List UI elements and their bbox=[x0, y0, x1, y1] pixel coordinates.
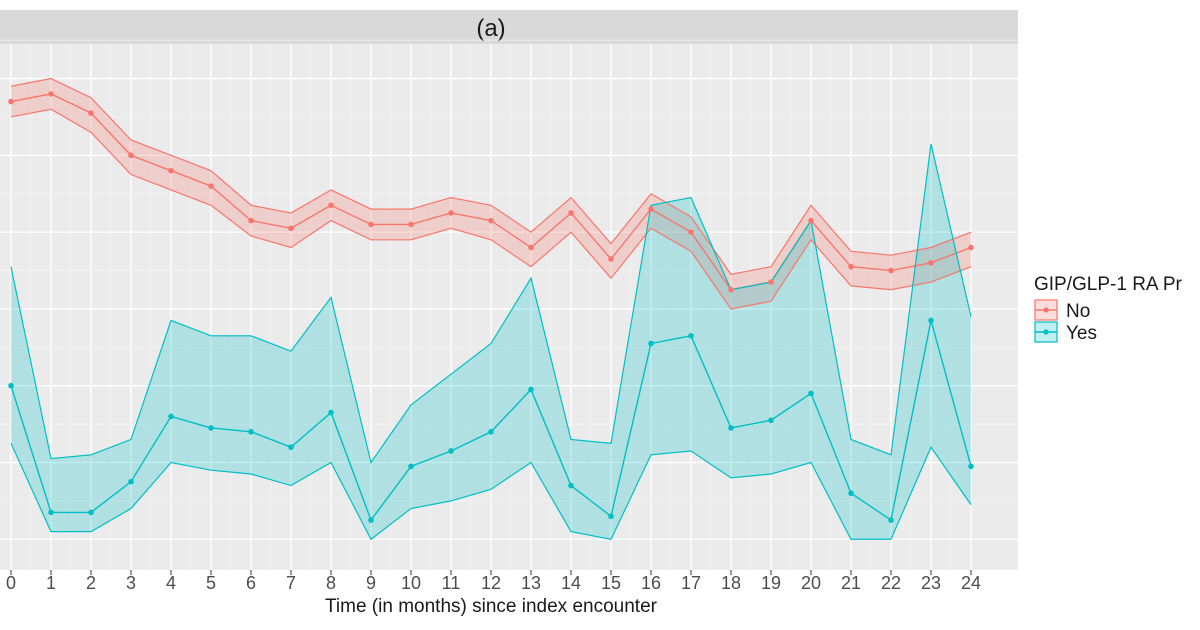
data-point-yes bbox=[728, 425, 734, 431]
x-tick-label: 19 bbox=[761, 573, 781, 593]
data-point-no bbox=[328, 202, 334, 209]
x-tick-label: 12 bbox=[481, 573, 501, 593]
data-point-yes bbox=[648, 340, 654, 347]
x-tick-label: 7 bbox=[286, 573, 296, 593]
data-point-yes bbox=[808, 390, 814, 397]
data-point-no bbox=[248, 217, 254, 224]
x-tick-label: 18 bbox=[721, 573, 741, 593]
legend-key-point-yes bbox=[1043, 329, 1049, 335]
data-point-no bbox=[648, 206, 654, 212]
x-tick-label: 17 bbox=[681, 573, 701, 593]
series-points bbox=[8, 91, 974, 523]
data-point-yes bbox=[88, 509, 94, 516]
grid bbox=[0, 39, 1018, 570]
x-tick-label: 13 bbox=[521, 573, 541, 593]
legend-label-no: No bbox=[1066, 301, 1090, 322]
facet-strip-bg bbox=[0, 10, 1018, 44]
confidence-bands bbox=[11, 78, 971, 540]
x-tick-label: 10 bbox=[401, 573, 421, 593]
data-point-yes bbox=[168, 413, 174, 420]
x-tick-label: 14 bbox=[561, 573, 581, 593]
x-tick-label: 4 bbox=[166, 573, 176, 593]
data-point-no bbox=[728, 286, 734, 293]
data-point-yes bbox=[248, 428, 254, 435]
data-point-yes bbox=[328, 409, 334, 416]
x-tick-label: 15 bbox=[601, 573, 621, 593]
data-point-yes bbox=[928, 317, 934, 324]
data-point-no bbox=[808, 217, 814, 224]
data-point-yes bbox=[488, 428, 494, 435]
data-point-yes bbox=[8, 382, 14, 389]
plot-panel bbox=[0, 44, 1018, 570]
data-point-yes bbox=[368, 517, 374, 523]
ci-lower-yes bbox=[10, 443, 972, 541]
x-tick-label: 22 bbox=[881, 573, 901, 593]
data-point-no bbox=[928, 260, 934, 266]
x-tick-label: 6 bbox=[246, 573, 256, 593]
data-point-no bbox=[368, 221, 374, 228]
data-point-no bbox=[128, 152, 134, 159]
x-tick-label: 8 bbox=[326, 573, 336, 593]
data-point-yes bbox=[48, 509, 54, 516]
x-tick-label: 11 bbox=[442, 573, 461, 593]
x-tick-label: 16 bbox=[641, 573, 661, 593]
x-tick-label: 20 bbox=[801, 573, 821, 593]
data-point-no bbox=[8, 98, 14, 105]
x-tick-label: 0 bbox=[6, 573, 16, 593]
data-point-no bbox=[688, 229, 694, 235]
data-point-yes bbox=[768, 417, 774, 424]
data-point-yes bbox=[608, 513, 614, 520]
data-point-no bbox=[208, 183, 214, 189]
data-point-no bbox=[608, 256, 614, 262]
data-point-no bbox=[968, 244, 974, 251]
data-point-yes bbox=[408, 463, 414, 470]
x-tick-label: 3 bbox=[126, 573, 136, 593]
data-point-yes bbox=[448, 448, 454, 454]
data-point-yes bbox=[528, 386, 534, 393]
data-point-no bbox=[48, 91, 54, 97]
legend-label-yes: Yes bbox=[1066, 323, 1097, 344]
data-point-no bbox=[848, 263, 854, 270]
x-tick-label: 1 bbox=[46, 573, 56, 593]
x-axis-ticks: 0 1 2 3 4 5 6 7 8 9 10 11 12 13 14 15 16 17 18 19 20 21 22 23 24 bbox=[6, 570, 981, 593]
data-point-yes bbox=[688, 332, 694, 339]
data-point-yes bbox=[568, 482, 574, 489]
legend-key-point-no bbox=[1043, 307, 1049, 313]
ci-band-yes bbox=[11, 143, 971, 540]
x-tick-label: 5 bbox=[206, 573, 216, 593]
data-point-no bbox=[568, 210, 574, 216]
data-point-yes bbox=[128, 478, 134, 485]
x-tick-label: 23 bbox=[921, 573, 941, 593]
x-axis-title: Time (in months) since index encounter bbox=[325, 596, 658, 617]
x-tick-label: 9 bbox=[366, 573, 376, 593]
ci-band-no bbox=[11, 78, 971, 309]
data-point-no bbox=[488, 217, 494, 224]
data-point-no bbox=[888, 267, 894, 274]
ci-lower-no bbox=[10, 108, 972, 310]
legend-title: GIP/GLP-1 RA Pr bbox=[1034, 274, 1182, 295]
data-point-yes bbox=[968, 463, 974, 470]
data-point-no bbox=[408, 221, 414, 228]
data-point-no bbox=[88, 110, 94, 116]
facet-strip: (a) bbox=[0, 10, 1018, 44]
data-point-yes bbox=[208, 425, 214, 431]
x-tick-label: 2 bbox=[86, 573, 96, 593]
data-point-yes bbox=[888, 517, 894, 523]
facet-label: (a) bbox=[476, 15, 505, 42]
data-point-no bbox=[528, 244, 534, 251]
x-tick-label: 24 bbox=[961, 573, 981, 593]
data-point-yes bbox=[288, 444, 294, 450]
data-point-no bbox=[168, 167, 174, 174]
data-point-no bbox=[448, 210, 454, 216]
ci-upper-no bbox=[10, 77, 972, 276]
data-point-no bbox=[768, 279, 774, 285]
x-tick-label: 21 bbox=[841, 573, 861, 593]
data-point-yes bbox=[848, 490, 854, 497]
data-point-no bbox=[288, 225, 294, 232]
